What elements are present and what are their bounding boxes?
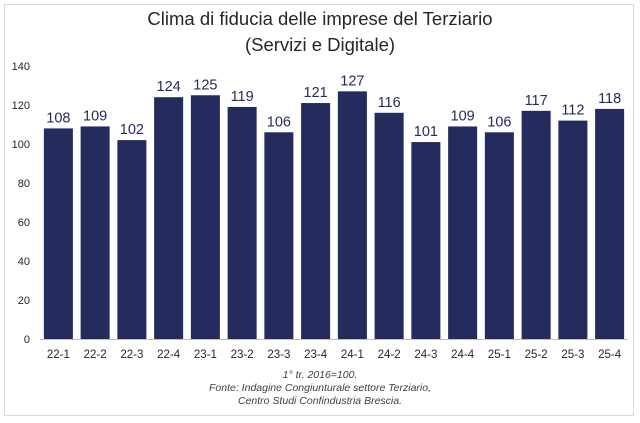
bar	[264, 132, 294, 339]
y-tick-label: 140	[12, 61, 30, 73]
y-tick-label: 0	[24, 334, 30, 346]
data-label: 116	[378, 95, 401, 111]
bar	[154, 97, 184, 339]
data-label: 125	[193, 77, 217, 93]
bars-group: 108 109 102 124 125 119 106 121 127 116 101 109 106 1…	[43, 73, 625, 340]
x-tick-label: 25-3	[561, 349, 584, 361]
bar	[227, 106, 257, 339]
data-label: 108	[46, 110, 70, 126]
bar	[117, 140, 147, 339]
bar	[558, 120, 588, 339]
data-label: 106	[487, 114, 511, 130]
source-note: Fonte: Indagine Congiunturale settore Te…	[209, 382, 431, 394]
bar	[595, 108, 625, 340]
bar	[301, 103, 331, 339]
y-tick-label: 80	[18, 178, 30, 190]
bar	[521, 110, 551, 339]
x-tick-label: 23-4	[304, 349, 328, 361]
bar	[80, 126, 110, 339]
x-tick-label: 22-1	[47, 349, 70, 361]
x-tick-label: 23-3	[267, 349, 290, 361]
data-label: 106	[267, 114, 291, 130]
x-tick-label: 22-4	[157, 349, 181, 361]
bar	[43, 128, 73, 339]
y-tick-label: 60	[18, 217, 30, 229]
source-organization: Centro Studi Confindustria Brescia.	[238, 395, 402, 407]
data-label: 124	[157, 79, 181, 95]
chart-subtitle: (Servizi e Digitale)	[244, 34, 396, 55]
data-label: 127	[340, 73, 364, 89]
x-tick-label: 25-4	[598, 349, 622, 361]
y-tick-label: 40	[18, 256, 30, 268]
data-label: 121	[304, 85, 328, 101]
bar	[411, 142, 441, 339]
data-label: 109	[451, 108, 475, 124]
x-tick-label: 24-4	[451, 349, 475, 361]
x-tick-label: 23-2	[231, 349, 254, 361]
y-tick-label: 120	[12, 100, 30, 112]
y-axis: 0 20 40 60 80 100 120 140	[12, 61, 30, 346]
bar	[374, 112, 404, 339]
data-label: 109	[83, 108, 107, 124]
x-tick-label: 22-3	[120, 349, 143, 361]
y-tick-label: 20	[18, 295, 30, 307]
x-tick-label: 22-2	[84, 349, 107, 361]
y-tick-label: 100	[12, 139, 30, 151]
bar	[448, 126, 478, 339]
data-label: 102	[120, 122, 144, 138]
base-note: 1° tr. 2016=100.	[282, 369, 358, 381]
bar	[337, 91, 367, 339]
x-tick-label: 25-1	[488, 349, 511, 361]
x-axis: 22-1 22-2 22-3 22-4 23-1 23-2 23-3 23-4 24-1 24-2…	[40, 339, 628, 361]
data-label: 117	[525, 93, 548, 109]
x-tick-label: 24-2	[378, 349, 401, 361]
bar	[484, 132, 514, 339]
x-tick-label: 23-1	[194, 349, 217, 361]
data-label: 112	[561, 103, 584, 119]
bar	[190, 95, 220, 339]
x-tick-label: 24-3	[414, 349, 437, 361]
data-label: 101	[414, 124, 438, 140]
chart-title: Clima di fiducia delle imprese del Terzi…	[147, 8, 493, 29]
x-tick-label: 24-1	[341, 349, 364, 361]
x-tick-label: 25-2	[525, 349, 548, 361]
data-label: 118	[598, 91, 621, 107]
data-label: 119	[231, 89, 254, 105]
